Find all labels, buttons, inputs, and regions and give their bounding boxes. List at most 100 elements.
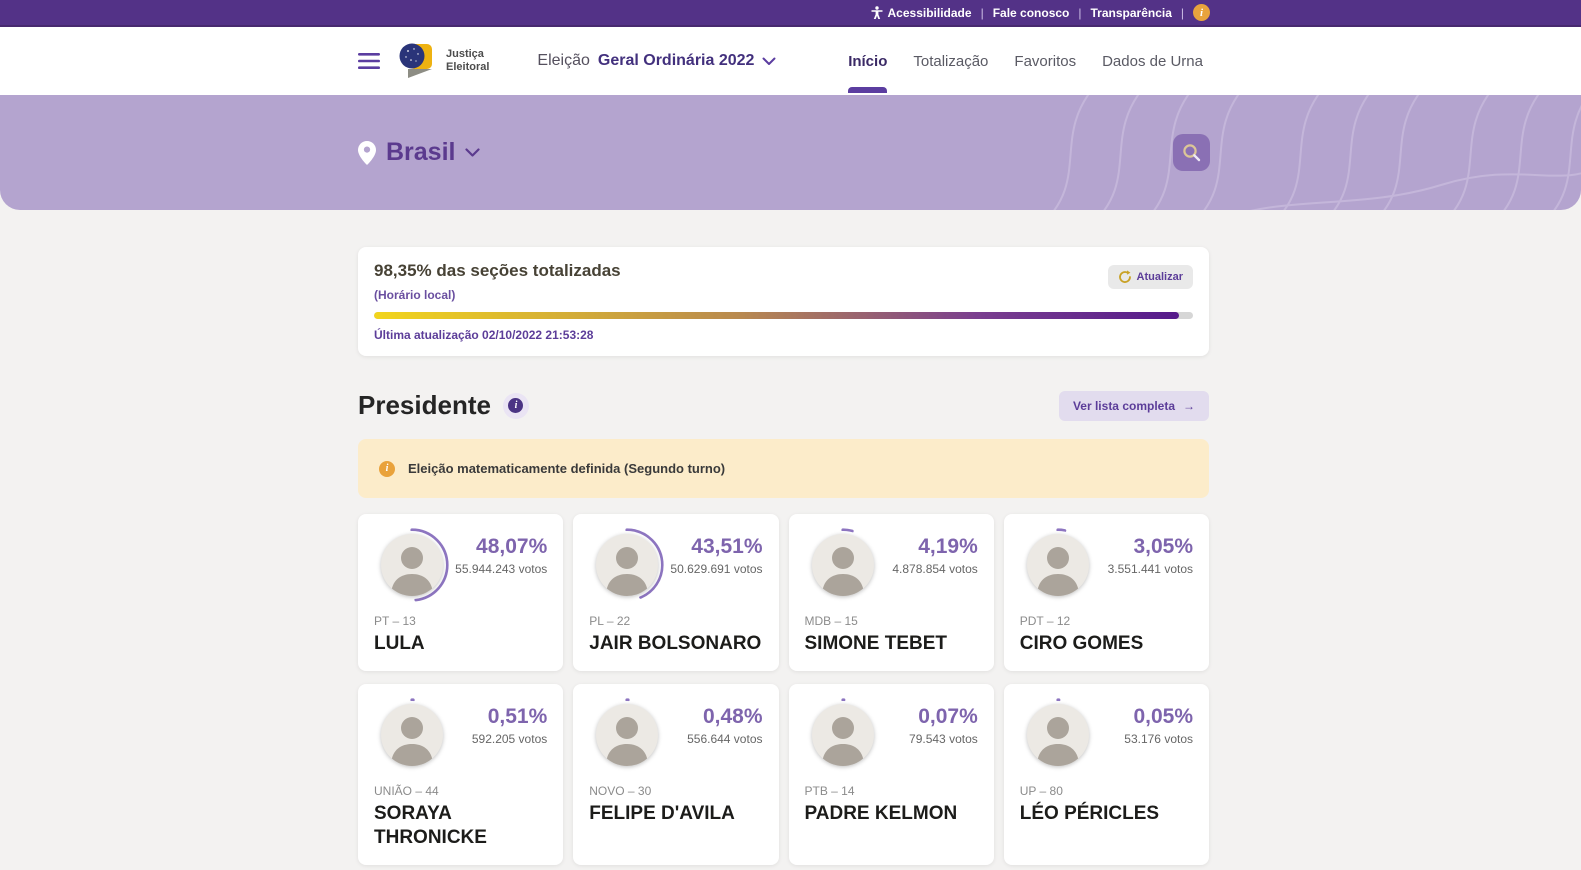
election-name: Geral Ordinária 2022 <box>597 52 755 69</box>
separator: | <box>980 5 984 20</box>
app-header: Justiça Eleitoral Eleição Geral Ordinári… <box>0 27 1581 95</box>
chevron-down-icon <box>465 147 481 157</box>
election-prefix: Eleição <box>537 52 590 69</box>
candidate-percent: 4,19% <box>918 535 978 558</box>
refresh-label: Atualizar <box>1136 271 1183 283</box>
nav-label: Totalização <box>913 52 989 70</box>
section-info-button[interactable]: i <box>502 392 529 419</box>
candidate-percent: 3,05% <box>1133 535 1193 558</box>
candidate-name: JAIR BOLSONARO <box>589 633 762 654</box>
candidate-percent: 43,51% <box>691 535 763 558</box>
person-silhouette-icon <box>1036 716 1079 766</box>
election-selector[interactable]: Eleição Geral Ordinária 2022 <box>537 52 776 70</box>
candidate-votes: 50.629.691 votos <box>670 562 763 576</box>
tab-início[interactable]: Início <box>848 27 888 95</box>
candidate-avatar <box>805 697 881 773</box>
candidate-votes: 3.551.441 votos <box>1107 562 1193 576</box>
candidate-card-2[interactable]: 43,51% 50.629.691 votos PL – 22 JAIR BOL… <box>573 514 779 671</box>
candidate-party: PT – 13 <box>374 614 416 628</box>
candidate-votes: 79.543 votos <box>909 731 978 746</box>
candidate-name: LÉO PÉRICLES <box>1019 802 1160 824</box>
candidate-card-3[interactable]: 4,19% 4.878.854 votos MDB – 15 SIMONE TE… <box>788 514 994 671</box>
candidate-percent: 0,51% <box>487 704 548 728</box>
last-update-text: Última atualização 02/10/2022 21:53:28 <box>374 328 594 342</box>
info-icon[interactable]: i <box>1193 4 1210 21</box>
candidate-name: SIMONE TEBET <box>804 633 948 654</box>
vote-share-ring <box>805 698 880 772</box>
candidate-party: UNIÃO – 44 <box>374 783 439 798</box>
totalization-progress-fill <box>374 312 1180 319</box>
candidate-photo <box>1026 534 1089 596</box>
candidate-name: SORAYA THRONICKE <box>374 802 487 849</box>
candidate-photo <box>811 534 874 596</box>
location-label: Brasil <box>386 138 456 166</box>
topbar: Acessibilidade | Fale conosco | Transpar… <box>0 0 1581 27</box>
refresh-button[interactable]: Atualizar <box>1107 265 1193 289</box>
candidate-card-4[interactable]: 3,05% 3.551.441 votos PDT – 12 CIRO GOME… <box>1003 514 1209 671</box>
candidate-votes: 592.205 votos <box>471 731 548 746</box>
alert-message: Eleição matematicamente definida (Segund… <box>408 461 726 476</box>
candidate-party: NOVO – 30 <box>589 783 652 798</box>
totalization-card: 98,35% das seções totalizadas (Horário l… <box>358 247 1209 356</box>
tab-dados-de-urna[interactable]: Dados de Urna <box>1102 27 1203 95</box>
candidate-avatar <box>1020 697 1096 773</box>
person-silhouette-icon <box>1036 547 1079 596</box>
candidate-avatar <box>374 697 450 773</box>
person-silhouette-icon <box>606 716 649 766</box>
page-title: Presidente <box>358 390 491 420</box>
accessibility-link[interactable]: Acessibilidade <box>871 6 972 20</box>
transparency-link[interactable]: Transparência <box>1091 6 1172 20</box>
candidate-percent: 0,05% <box>1133 704 1193 728</box>
chevron-down-icon <box>762 57 776 65</box>
tab-favoritos[interactable]: Favoritos <box>1014 27 1076 95</box>
arrow-right-icon: → <box>1183 398 1195 413</box>
candidate-avatar <box>805 527 881 603</box>
justica-eleitoral-emblem <box>399 43 432 78</box>
transparency-label: Transparência <box>1090 5 1172 20</box>
candidate-card-5[interactable]: 0,51% 592.205 votos UNIÃO – 44 SORAYA TH… <box>358 683 564 866</box>
candidate-card-1[interactable]: 48,07% 55.944.243 votos PT – 13 LULA <box>358 514 564 671</box>
vote-share-ring <box>590 698 664 772</box>
timezone-note: (Horário local) <box>374 288 456 302</box>
candidate-avatar <box>589 697 665 773</box>
totalization-title: 98,35% das seções totalizadas <box>374 261 621 280</box>
person-silhouette-icon <box>391 547 433 596</box>
nav-label: Dados de Urna <box>1102 52 1203 70</box>
alert-info-icon: i <box>379 460 395 477</box>
candidate-avatar <box>589 527 665 603</box>
candidate-votes: 556.644 votos <box>687 731 763 746</box>
contact-label: Fale conosco <box>992 5 1070 20</box>
candidate-card-7[interactable]: 0,07% 79.543 votos PTB – 14 PADRE KELMON <box>788 683 994 866</box>
info-icon: i <box>508 398 524 413</box>
candidate-party: PDT – 12 <box>1019 614 1071 628</box>
election-defined-alert: i Eleição matematicamente definida (Segu… <box>358 439 1209 498</box>
search-button[interactable] <box>1173 134 1210 171</box>
person-silhouette-icon <box>821 716 864 766</box>
location-selector[interactable]: Brasil <box>358 138 481 167</box>
main-nav: Início Totalização Favoritos Dados de Ur… <box>848 27 1203 95</box>
nav-label: Favoritos <box>1014 52 1077 70</box>
candidate-percent: 0,48% <box>702 704 763 728</box>
contact-link[interactable]: Fale conosco <box>993 6 1070 20</box>
candidate-votes: 55.944.243 votos <box>455 562 548 576</box>
candidate-photo <box>381 534 443 596</box>
candidate-avatar <box>374 527 450 603</box>
vote-share-ring <box>805 528 880 602</box>
candidate-photo <box>596 534 659 596</box>
tab-totalização[interactable]: Totalização <box>913 27 988 95</box>
person-silhouette-icon <box>391 716 433 766</box>
candidate-votes: 53.176 votos <box>1124 731 1193 746</box>
accessibility-icon <box>871 5 883 19</box>
candidate-party: MDB – 15 <box>804 614 858 628</box>
candidate-card-8[interactable]: 0,05% 53.176 votos UP – 80 LÉO PÉRICLES <box>1003 683 1209 866</box>
search-icon <box>1183 144 1201 162</box>
candidate-photo <box>1026 703 1089 766</box>
view-full-list-button[interactable]: Ver lista completa → <box>1058 390 1209 421</box>
person-silhouette-icon <box>606 547 649 596</box>
candidate-card-6[interactable]: 0,48% 556.644 votos NOVO – 30 FELIPE D'A… <box>573 683 779 866</box>
vote-share-ring <box>375 698 449 772</box>
refresh-icon <box>1118 270 1131 283</box>
justica-eleitoral-logo[interactable]: Justiça Eleitoral <box>396 39 489 83</box>
candidate-party: UP – 80 <box>1019 783 1063 798</box>
menu-button[interactable] <box>358 53 380 69</box>
